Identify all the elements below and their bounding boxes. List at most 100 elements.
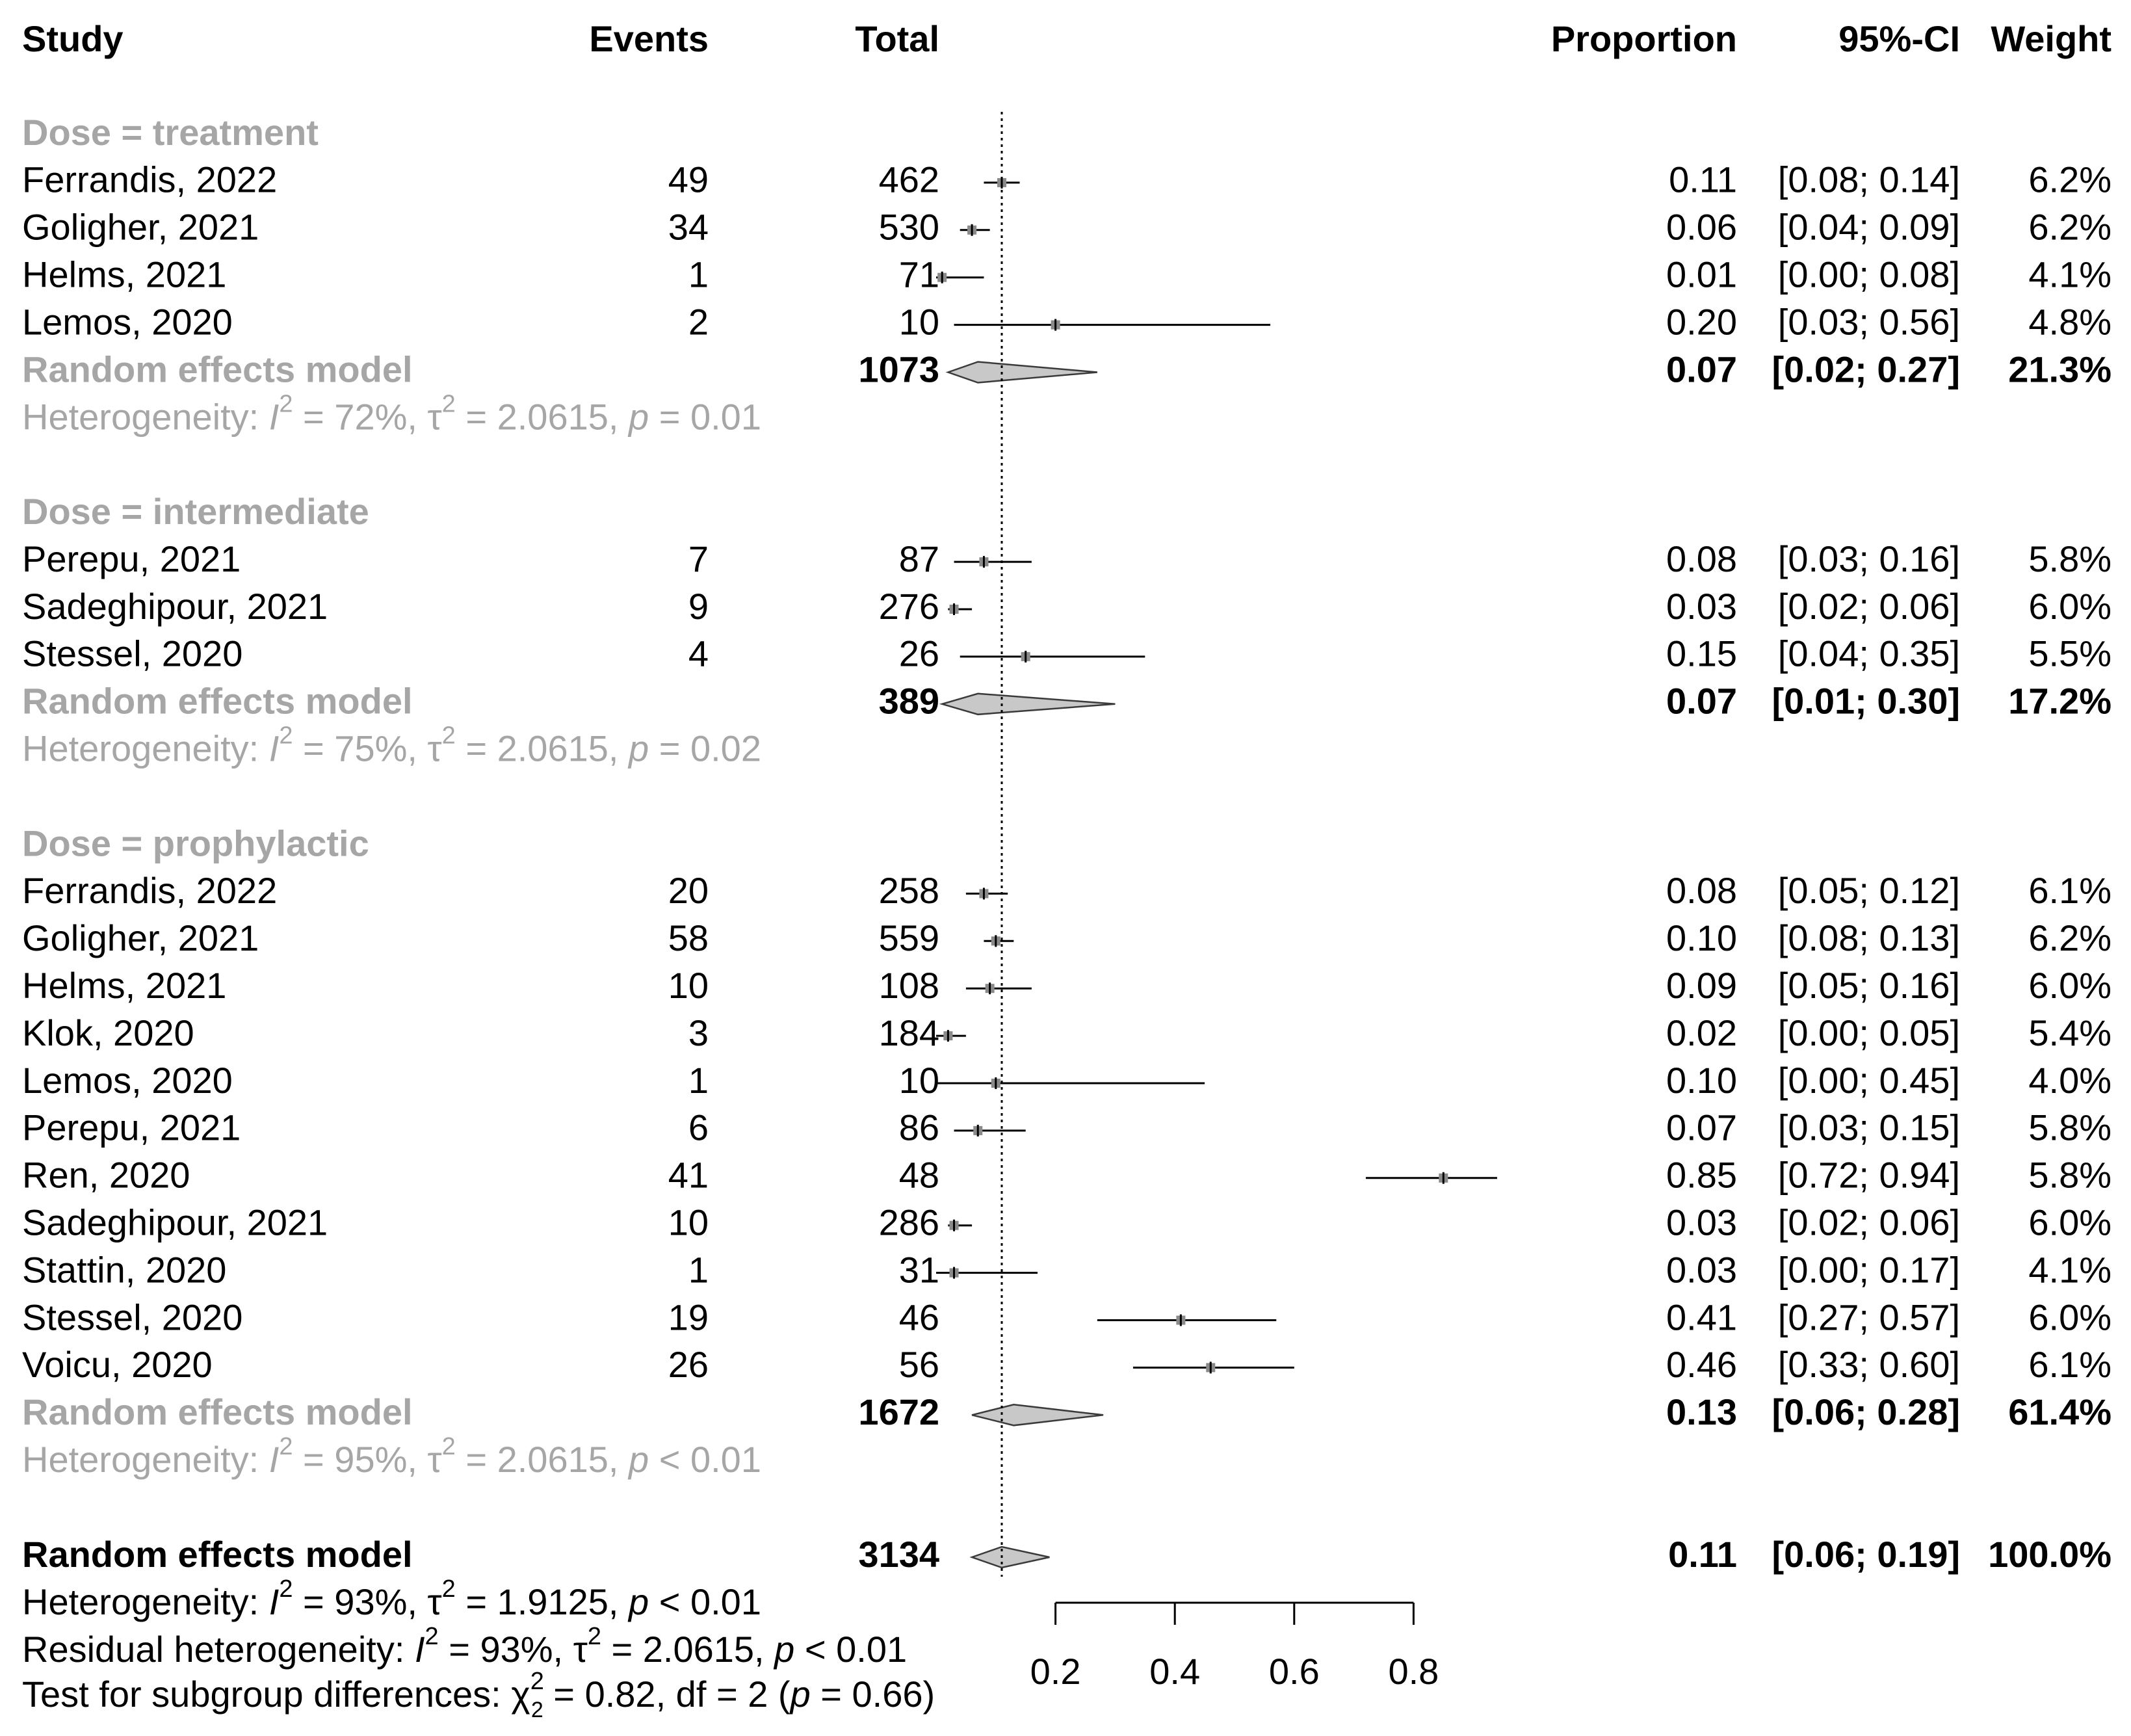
- subgroup-heterogeneity: Heterogeneity: I2 = 75%, τ2 = 2.0615, p …: [22, 722, 761, 769]
- subgroup-model-label: Random effects model: [22, 1391, 413, 1432]
- study-proportion: 0.20: [1666, 301, 1737, 342]
- study-proportion: 0.08: [1666, 538, 1737, 579]
- study-events: 3: [688, 1012, 709, 1053]
- col-header-study: Study: [22, 18, 124, 59]
- study-proportion: 0.03: [1666, 586, 1737, 627]
- x-tick-label: 0.8: [1388, 1651, 1439, 1692]
- study-total: 31: [899, 1249, 939, 1290]
- x-tick-label: 0.4: [1149, 1651, 1200, 1692]
- study-proportion: 0.02: [1666, 1012, 1737, 1053]
- study-total: 10: [899, 1060, 939, 1101]
- study-events: 2: [688, 301, 709, 342]
- study-events: 1: [688, 1249, 709, 1290]
- study-ci: [0.02; 0.06]: [1778, 1202, 1960, 1243]
- study-name: Stattin, 2020: [22, 1249, 226, 1290]
- study-name: Goligher, 2021: [22, 207, 259, 248]
- study-weight: 4.8%: [2028, 301, 2111, 342]
- subgroup-model-ci: [0.01; 0.30]: [1772, 681, 1961, 722]
- study-name: Perepu, 2021: [22, 538, 241, 579]
- overall-proportion: 0.11: [1668, 1534, 1737, 1575]
- study-proportion: 0.08: [1666, 870, 1737, 911]
- study-weight: 4.1%: [2028, 1249, 2111, 1290]
- study-ci: [0.33; 0.60]: [1778, 1344, 1960, 1385]
- subgroup-diamond: [939, 692, 1116, 716]
- subgroup-model-weight: 17.2%: [2008, 681, 2111, 722]
- subgroup-model-weight: 61.4%: [2008, 1391, 2111, 1432]
- subgroup-label: Dose = prophylactic: [22, 822, 369, 863]
- study-ci: [0.00; 0.45]: [1778, 1060, 1960, 1101]
- subgroup-model-proportion: 0.07: [1666, 349, 1737, 389]
- study-events: 49: [668, 159, 709, 200]
- study-total: 87: [899, 538, 939, 579]
- study-name: Helms, 2021: [22, 254, 226, 295]
- subgroup-model-total: 1073: [858, 349, 939, 389]
- study-proportion: 0.10: [1666, 1060, 1737, 1101]
- subgroup-heterogeneity: Heterogeneity: I2 = 95%, τ2 = 2.0615, p …: [22, 1433, 761, 1480]
- col-header-total: Total: [855, 18, 939, 59]
- study-events: 4: [688, 633, 709, 674]
- study-ci: [0.05; 0.12]: [1778, 870, 1960, 911]
- study-events: 34: [668, 207, 709, 248]
- subgroup-model-ci: [0.06; 0.28]: [1772, 1391, 1961, 1432]
- study-events: 10: [668, 965, 709, 1006]
- study-events: 26: [668, 1344, 709, 1385]
- study-proportion: 0.11: [1669, 159, 1737, 200]
- study-ci: [0.00; 0.05]: [1778, 1012, 1960, 1053]
- study-total: 108: [879, 965, 939, 1006]
- study-proportion: 0.03: [1666, 1202, 1737, 1243]
- study-proportion: 0.10: [1666, 917, 1737, 958]
- study-name: Lemos, 2020: [22, 1060, 233, 1101]
- study-total: 46: [899, 1296, 939, 1337]
- study-total: 258: [879, 870, 939, 911]
- study-events: 20: [668, 870, 709, 911]
- residual-heterogeneity: Residual heterogeneity: I2 = 93%, τ2 = 2…: [22, 1623, 907, 1670]
- study-weight: 6.2%: [2028, 917, 2111, 958]
- study-name: Helms, 2021: [22, 965, 226, 1006]
- subgroup-model-weight: 21.3%: [2008, 349, 2111, 389]
- study-proportion: 0.07: [1666, 1107, 1737, 1148]
- subgroup-model-label: Random effects model: [22, 349, 413, 389]
- study-name: Klok, 2020: [22, 1012, 194, 1053]
- study-weight: 5.8%: [2028, 1107, 2111, 1148]
- study-proportion: 0.46: [1666, 1344, 1737, 1385]
- study-name: Voicu, 2020: [22, 1344, 213, 1385]
- subgroup-diamond: [971, 1404, 1104, 1427]
- study-name: Stessel, 2020: [22, 1296, 242, 1337]
- overall-weight: 100.0%: [1988, 1534, 2111, 1575]
- col-header-ci: 95%-CI: [1838, 18, 1960, 59]
- subgroup-label: Dose = intermediate: [22, 491, 369, 532]
- study-total: 530: [879, 207, 939, 248]
- study-ci: [0.04; 0.35]: [1778, 633, 1960, 674]
- study-total: 559: [879, 917, 939, 958]
- study-total: 462: [879, 159, 939, 200]
- study-events: 10: [668, 1202, 709, 1243]
- study-total: 26: [899, 633, 939, 674]
- subgroup-model-ci: [0.02; 0.27]: [1772, 349, 1961, 389]
- subgroup-model-total: 389: [879, 681, 939, 722]
- study-weight: 5.8%: [2028, 538, 2111, 579]
- overall-diamond: [969, 1545, 1050, 1569]
- study-name: Ferrandis, 2022: [22, 870, 277, 911]
- x-tick-label: 0.2: [1030, 1651, 1081, 1692]
- study-weight: 6.0%: [2028, 1202, 2111, 1243]
- study-weight: 5.5%: [2028, 633, 2111, 674]
- study-proportion: 0.06: [1666, 207, 1737, 248]
- study-total: 184: [879, 1012, 939, 1053]
- study-events: 41: [668, 1155, 709, 1196]
- study-name: Lemos, 2020: [22, 301, 233, 342]
- study-ci: [0.72; 0.94]: [1778, 1155, 1960, 1196]
- x-tick-label: 0.6: [1269, 1651, 1320, 1692]
- study-events: 6: [688, 1107, 709, 1148]
- study-proportion: 0.15: [1666, 633, 1737, 674]
- study-events: 1: [688, 1060, 709, 1101]
- study-weight: 4.1%: [2028, 254, 2111, 295]
- subgroup-test: Test for subgroup differences: χ2 2 = 0.8…: [22, 1668, 935, 1722]
- study-events: 9: [688, 586, 709, 627]
- study-ci: [0.03; 0.16]: [1778, 538, 1960, 579]
- study-total: 48: [899, 1155, 939, 1196]
- subgroup-diamond: [945, 361, 1097, 384]
- subgroup-heterogeneity: Heterogeneity: I2 = 72%, τ2 = 2.0615, p …: [22, 390, 761, 437]
- study-proportion: 0.09: [1666, 965, 1737, 1006]
- study-total: 10: [899, 301, 939, 342]
